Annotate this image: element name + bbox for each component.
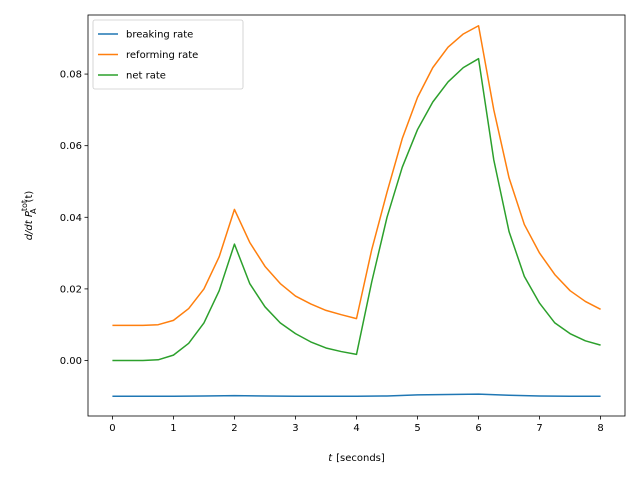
x-tick-label: 1 — [170, 423, 176, 434]
y-axis-label-base: d/dt P — [24, 210, 35, 240]
y-axis-label-sup: tot — [20, 200, 29, 211]
legend-items: breaking rate reforming rate net rate — [98, 30, 198, 82]
legend-label: reforming rate — [126, 50, 198, 61]
legend: breaking rate reforming rate net rate — [92, 19, 244, 90]
y-tick-label: 0.08 — [60, 70, 82, 81]
x-tick-label: 6 — [475, 423, 481, 434]
x-tick-label: 0 — [109, 423, 115, 434]
y-axis-label: d/dt PtotA (t) — [20, 191, 38, 241]
y-tick-label: 0.02 — [60, 284, 82, 295]
x-tick-label: 7 — [536, 423, 542, 434]
x-tick-label: 3 — [292, 423, 298, 434]
y-tick-label: 0.06 — [60, 141, 82, 152]
legend-label: net rate — [126, 71, 166, 82]
legend-box — [92, 19, 244, 90]
x-tick-label: 2 — [231, 423, 237, 434]
x-axis-label-var: t — [328, 453, 333, 464]
x-axis-label-unit: [seconds] — [336, 453, 385, 464]
x-tick-label: 5 — [414, 423, 420, 434]
x-axis-label: t [seconds] — [328, 453, 385, 464]
series-line-breaking-rate — [112, 393, 601, 398]
series-layer — [112, 24, 601, 398]
x-axis: 0 1 2 3 4 5 6 7 8 — [109, 416, 604, 434]
series-line-net-rate — [112, 57, 601, 362]
x-tick-label: 4 — [353, 423, 359, 434]
y-axis: 0.00 0.02 0.04 0.06 0.08 — [60, 70, 88, 367]
y-tick-label: 0.04 — [60, 213, 82, 224]
y-axis-label-sub: A — [29, 208, 38, 214]
y-axis-label-arg: (t) — [24, 191, 35, 203]
legend-label: breaking rate — [126, 30, 193, 41]
series-line-reforming-rate — [112, 24, 601, 327]
x-tick-label: 8 — [597, 423, 603, 434]
y-tick-label: 0.00 — [60, 356, 82, 367]
